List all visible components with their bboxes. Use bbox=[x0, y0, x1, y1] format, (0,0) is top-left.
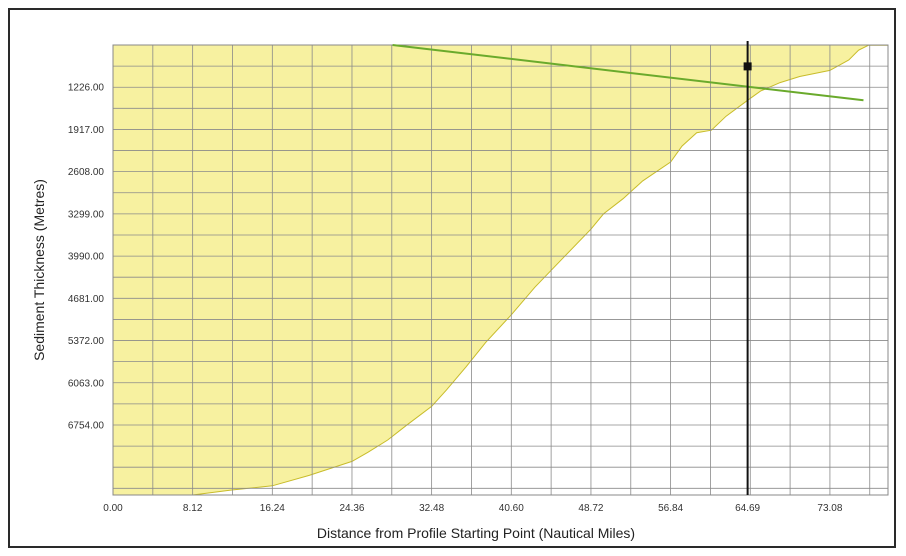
y-tick-label: 1917.00 bbox=[68, 125, 105, 136]
y-tick-label: 1226.00 bbox=[68, 83, 105, 94]
line-layer bbox=[392, 41, 864, 495]
y-tick-label: 5372.00 bbox=[68, 336, 105, 347]
y-tick-label: 3299.00 bbox=[68, 209, 105, 220]
x-tick-label: 16.24 bbox=[260, 503, 285, 514]
x-tick-label: 24.36 bbox=[339, 503, 364, 514]
x-axis-label: Distance from Profile Starting Point (Na… bbox=[317, 525, 635, 541]
tick-layer: 0.00 8.12 16.24 24.36 32.48 40.60 48.72 56.84 64… bbox=[68, 83, 843, 514]
y-tick-label: 2608.00 bbox=[68, 167, 105, 178]
x-tick-label: 40.60 bbox=[499, 503, 524, 514]
y-tick-label: 4681.00 bbox=[68, 294, 105, 305]
y-tick-label: 6063.00 bbox=[68, 378, 105, 389]
trend-line bbox=[392, 44, 864, 102]
x-tick-label: 56.84 bbox=[658, 503, 683, 514]
marker-square bbox=[743, 62, 752, 71]
plot-border bbox=[112, 44, 889, 496]
x-tick-label: 73.08 bbox=[817, 503, 842, 514]
y-tick-label: 6754.00 bbox=[68, 420, 105, 431]
chart-frame: 0.00 8.12 16.24 24.36 32.48 40.60 48.72 56.84 64… bbox=[8, 8, 896, 548]
y-tick-label: 3990.00 bbox=[68, 252, 105, 263]
y-axis-label: Sediment Thickness (Metres) bbox=[31, 179, 47, 361]
x-tick-label: 64.69 bbox=[735, 503, 760, 514]
grid-layer bbox=[112, 44, 889, 496]
sediment-chart: 0.00 8.12 16.24 24.36 32.48 40.60 48.72 56.84 64… bbox=[31, 41, 889, 541]
x-tick-label: 32.48 bbox=[419, 503, 444, 514]
x-tick-label: 0.00 bbox=[103, 503, 123, 514]
x-tick-label: 8.12 bbox=[183, 503, 203, 514]
x-tick-label: 48.72 bbox=[578, 503, 603, 514]
